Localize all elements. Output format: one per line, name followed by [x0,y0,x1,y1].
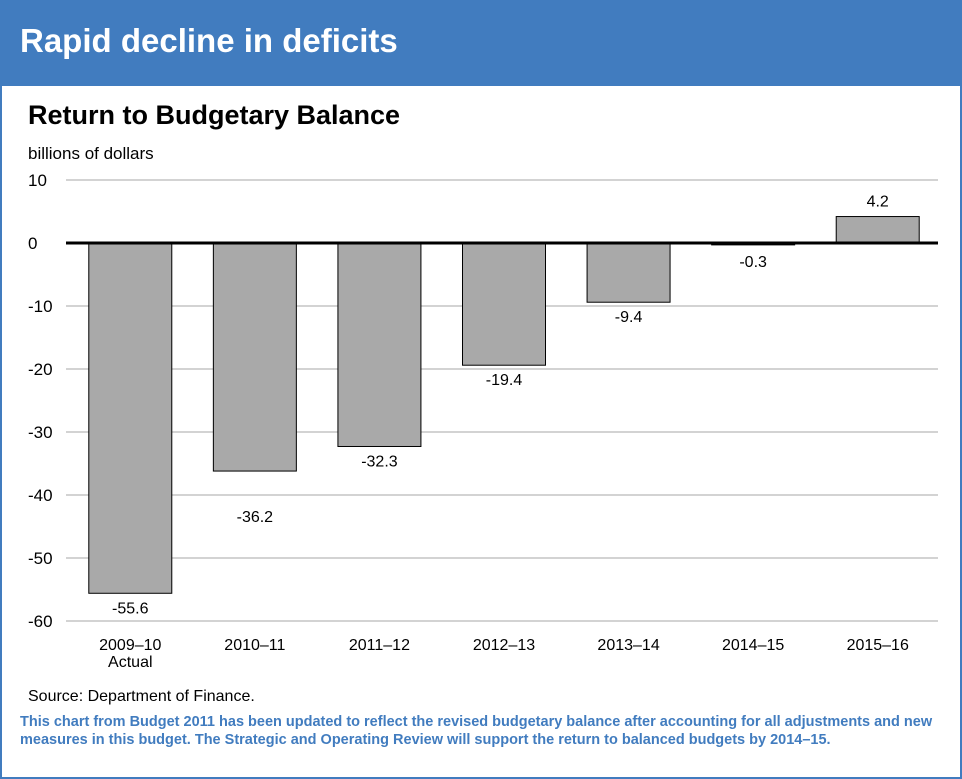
bar [586,242,671,303]
chart-title: Return to Budgetary Balance [28,100,401,130]
x-tick-label: 2012–13 [473,637,535,654]
x-tick-label: 2015–16 [847,637,909,654]
bar [88,242,173,594]
x-tick-label: 2009–10 [99,637,161,654]
bar [337,242,422,447]
y-tick-label: -40 [28,486,53,505]
data-label: -55.6 [112,600,149,617]
data-label: -9.4 [615,309,643,326]
data-label: -19.4 [486,372,523,389]
header-title: Rapid decline in deficits [20,22,398,59]
y-tick-label: -60 [28,612,53,631]
header-band: Rapid decline in deficits [0,0,962,86]
x-tick-label: 2013–14 [597,637,659,654]
data-label: -0.3 [739,254,767,271]
source-note: Source: Department of Finance. [28,688,255,705]
y-tick-label: -20 [28,360,53,379]
data-label: -32.3 [361,453,398,470]
y-axis-unit-label: billions of dollars [28,144,154,163]
chart-footnote: This chart from Budget 2011 has been upd… [20,714,933,748]
bar [212,242,297,472]
x-tick-label: 2010–11 [224,637,285,654]
y-tick-label: -10 [28,297,53,316]
y-tick-label: -50 [28,549,53,568]
data-label: -36.2 [237,509,274,526]
y-tick-label: -30 [28,423,53,442]
y-tick-label: 0 [28,234,37,253]
x-tick-label: 2011–12 [349,637,410,654]
x-tick-label: 2014–15 [722,637,784,654]
y-tick-label: 10 [28,171,47,190]
x-tick-label: Actual [108,654,152,671]
bar [462,242,546,366]
bar [835,216,920,244]
data-label: 4.2 [867,194,889,211]
